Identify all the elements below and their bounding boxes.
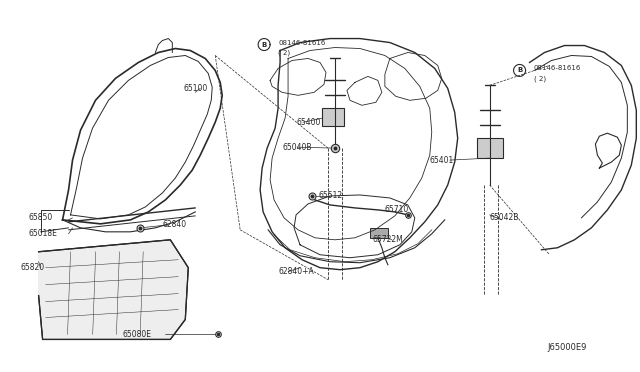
Text: 65100: 65100: [183, 84, 207, 93]
Text: B: B: [262, 42, 267, 48]
Text: 65040B: 65040B: [282, 142, 312, 152]
Text: 65080E: 65080E: [122, 330, 152, 339]
Text: ( 2): ( 2): [278, 49, 290, 56]
Bar: [370, 228, 388, 238]
Text: B: B: [517, 67, 522, 73]
Text: J65000E9: J65000E9: [547, 343, 587, 352]
Text: 08146-81616: 08146-81616: [278, 39, 326, 45]
Text: 65722M: 65722M: [373, 235, 404, 244]
Text: 65401: 65401: [430, 155, 454, 164]
Text: ( 2): ( 2): [534, 75, 546, 81]
Text: 08146-81616: 08146-81616: [534, 65, 581, 71]
Text: 65710: 65710: [385, 205, 409, 214]
Text: 65042B: 65042B: [490, 214, 519, 222]
Text: 65820: 65820: [20, 263, 45, 272]
Text: 62840+A: 62840+A: [278, 267, 314, 276]
Bar: [322, 108, 344, 126]
Polygon shape: [38, 240, 188, 339]
Text: 62840: 62840: [163, 220, 186, 230]
Text: 65512: 65512: [318, 192, 342, 201]
Text: 65850: 65850: [29, 214, 53, 222]
Bar: [477, 138, 502, 158]
Text: 65400: 65400: [296, 118, 321, 127]
Text: 65018E: 65018E: [29, 229, 58, 238]
